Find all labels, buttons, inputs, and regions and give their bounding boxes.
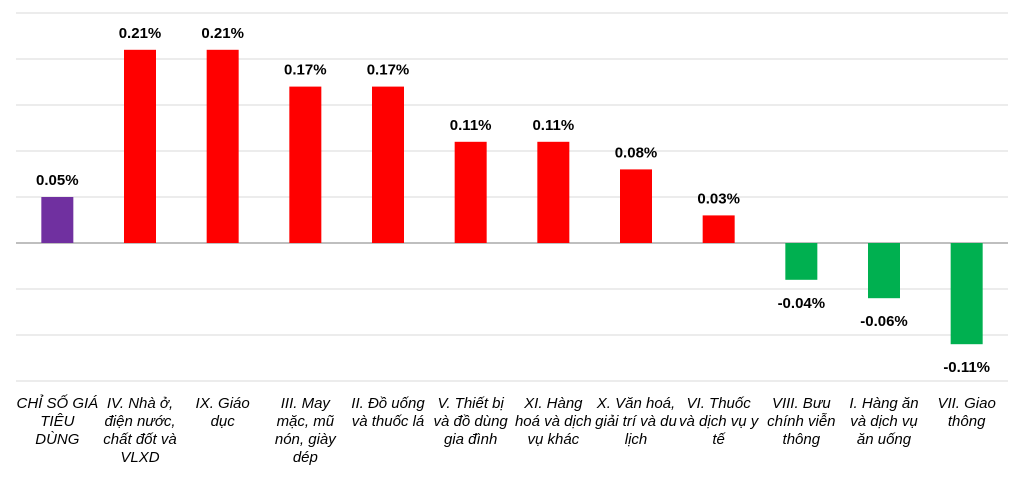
bar xyxy=(454,141,487,243)
x-tick-label: IX. Giáo dục xyxy=(195,395,250,430)
value-label: 0.03% xyxy=(697,190,740,207)
bar xyxy=(372,86,404,243)
x-tick-label: X. Văn hoá, giải trí và du lịch xyxy=(595,395,677,448)
bar xyxy=(41,197,74,243)
x-tick-label: VII. Giao thông xyxy=(937,395,996,430)
value-label: -0.11% xyxy=(943,359,990,376)
x-tick-label: II. Đồ uống và thuốc lá xyxy=(351,395,425,430)
bar xyxy=(124,49,156,243)
bar xyxy=(702,215,735,243)
bar xyxy=(950,243,983,345)
bar xyxy=(785,243,818,280)
value-label: 0.11% xyxy=(450,117,492,134)
value-label: 0.21% xyxy=(201,25,244,42)
x-tick-label: III. May mặc, mũ nón, giày dép xyxy=(274,395,336,466)
bar xyxy=(620,169,652,243)
x-tick-label: VIII. Bưu chính viễn thông xyxy=(767,395,836,448)
bar xyxy=(537,141,570,243)
x-tick-label: VI. Thuốc và dịch vụ y tế xyxy=(679,395,759,448)
x-tick-label: IV. Nhà ở, điện nước, chất đốt và VLXD xyxy=(103,395,177,466)
value-label: -0.06% xyxy=(860,313,908,330)
value-label: 0.08% xyxy=(615,144,658,161)
bar xyxy=(206,49,239,243)
value-label: -0.04% xyxy=(778,295,826,312)
x-tick-label: XI. Hàng hoá và dịch vụ khác xyxy=(514,395,592,448)
value-label: 0.17% xyxy=(367,62,410,79)
bar xyxy=(868,243,900,299)
value-label: 0.11% xyxy=(532,117,574,134)
x-tick-label: V. Thiết bị và đồ dùng gia đình xyxy=(433,395,508,448)
value-label: 0.21% xyxy=(119,25,162,42)
x-tick-label: CHỈ SỐ GIÁ TIÊU DÙNG xyxy=(16,395,99,448)
value-label: 0.05% xyxy=(36,172,79,189)
value-label: 0.17% xyxy=(284,62,327,79)
x-tick-label: I. Hàng ăn và dịch vụ ăn uống xyxy=(849,395,919,448)
bar xyxy=(289,86,322,243)
